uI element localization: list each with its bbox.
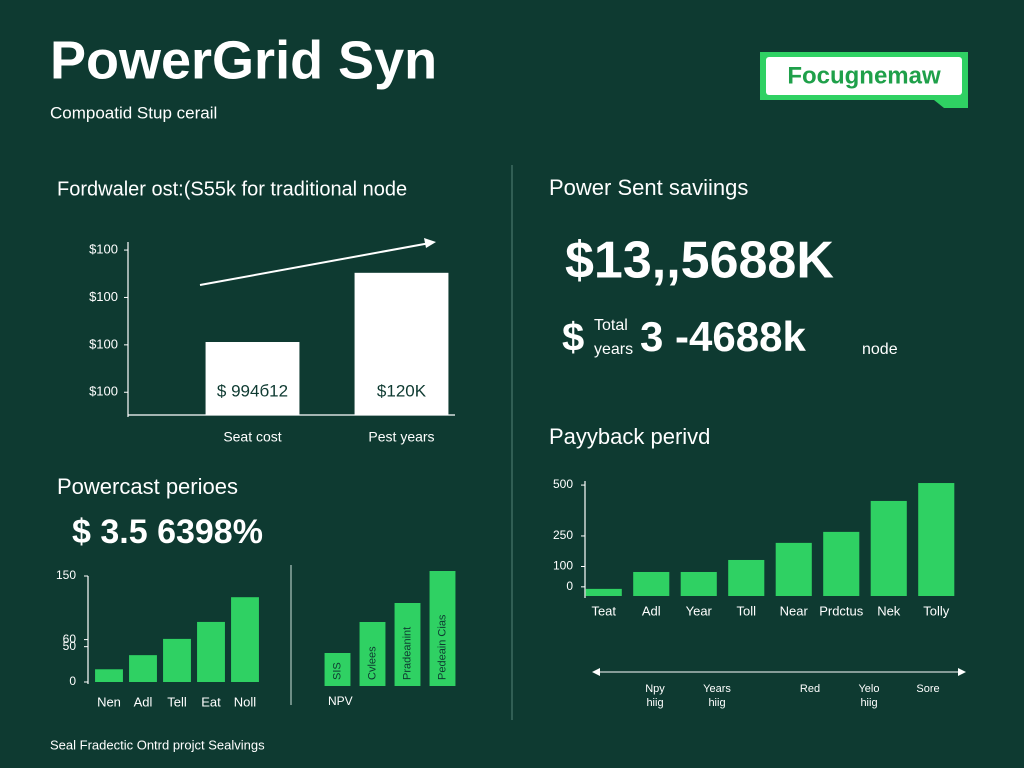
x-tick-label: Adl — [642, 603, 661, 618]
page-subtitle: Compoatid Stup cerail — [50, 103, 217, 122]
timeline-label: hiig — [708, 697, 725, 709]
panel-title: Payyback perivd — [549, 424, 710, 449]
bar-annotation: $ 994б12 — [217, 381, 288, 400]
y-tick-label: $100 — [89, 289, 118, 304]
bar-label: Pedeain Cias — [436, 614, 448, 680]
x-tick-label: Eat — [201, 694, 221, 709]
bar — [918, 483, 955, 596]
bar-label: Pradeanint — [401, 627, 413, 680]
savings-label: years — [594, 341, 633, 358]
bar — [359, 622, 386, 686]
y-tick-label: $100 — [89, 336, 118, 351]
savings-label: Total — [594, 317, 628, 334]
bar — [680, 571, 717, 596]
x-tick-label: Adl — [134, 694, 153, 709]
timeline-label: hiig — [646, 697, 663, 709]
x-tick-label: Tolly — [923, 603, 950, 618]
bar — [205, 342, 300, 415]
savings-headline: $13,,5688K — [565, 232, 834, 290]
x-tick-label: Teat — [591, 603, 616, 618]
panel-title: Fordwaler ost:(S55k for traditional node — [57, 178, 407, 200]
x-tick-label: Toll — [736, 603, 756, 618]
panel-title: Power Sent saviings — [549, 175, 748, 200]
bar — [231, 597, 259, 682]
x-tick-label: Noll — [234, 694, 257, 709]
logo-inner — [766, 57, 962, 95]
arrow-head — [592, 668, 600, 676]
savings-value: 3 -4688k — [640, 313, 806, 360]
bar — [775, 542, 812, 596]
y-tick-label: 0 — [566, 579, 573, 593]
timeline-label: Npy — [645, 683, 665, 695]
footer: Seal Fradectic Ontrd projct Sealvings — [50, 737, 265, 752]
x-tick-label: Tell — [167, 694, 187, 709]
bar — [823, 531, 860, 596]
y-tick-label: 250 — [553, 528, 573, 542]
bar-label: Cvlees — [366, 646, 378, 680]
x-axis-label: NPV — [328, 694, 353, 708]
x-tick-label: Nek — [877, 603, 901, 618]
bar — [129, 655, 157, 682]
x-tick-label: Pest years — [368, 429, 434, 445]
bar — [197, 621, 225, 682]
bar — [870, 500, 907, 596]
savings-unit: node — [862, 341, 898, 358]
logo-text: Focugnemaw — [787, 62, 941, 89]
savings-prefix: $ — [562, 316, 584, 360]
bar-annotation: $120K — [377, 381, 427, 400]
timeline-label: Years — [703, 683, 731, 695]
timeline-label: Yelo — [858, 683, 879, 695]
x-tick-label: Seat cost — [223, 429, 281, 445]
timeline-label: hiig — [860, 697, 877, 709]
y-tick-label: 60 — [63, 632, 77, 646]
bar-label: SIS — [331, 662, 343, 680]
page-title: PowerGrid Syn — [50, 30, 437, 90]
y-tick-label: $100 — [89, 241, 118, 256]
bar — [394, 603, 421, 686]
y-tick-label: $100 — [89, 384, 118, 399]
y-tick-label: 100 — [553, 559, 573, 573]
bar — [585, 588, 622, 596]
bar — [354, 272, 449, 415]
x-tick-label: Nen — [97, 694, 121, 709]
trend-arrow — [199, 242, 431, 286]
arrow-head — [424, 238, 436, 248]
panel-title: Powercast perioes — [57, 474, 238, 499]
bar — [324, 653, 351, 686]
panel-headline: $ 3.5 6398% — [72, 513, 263, 551]
timeline-label: Red — [800, 683, 820, 695]
bar — [429, 571, 456, 686]
x-tick-label: Near — [780, 603, 809, 618]
bar — [95, 669, 123, 682]
x-tick-label: Prdctus — [819, 603, 864, 618]
bar — [163, 638, 191, 682]
y-tick-label: 500 — [553, 477, 573, 491]
x-tick-label: Year — [686, 603, 713, 618]
bar — [728, 559, 765, 596]
y-tick-label: 50 — [63, 639, 77, 653]
logo: Focugnemaw — [760, 52, 968, 108]
y-tick-label: 0 — [69, 674, 76, 688]
arrow-head — [958, 668, 966, 676]
y-tick-label: 150 — [56, 568, 76, 582]
timeline-label: Sore — [916, 683, 939, 695]
bar — [633, 571, 670, 596]
